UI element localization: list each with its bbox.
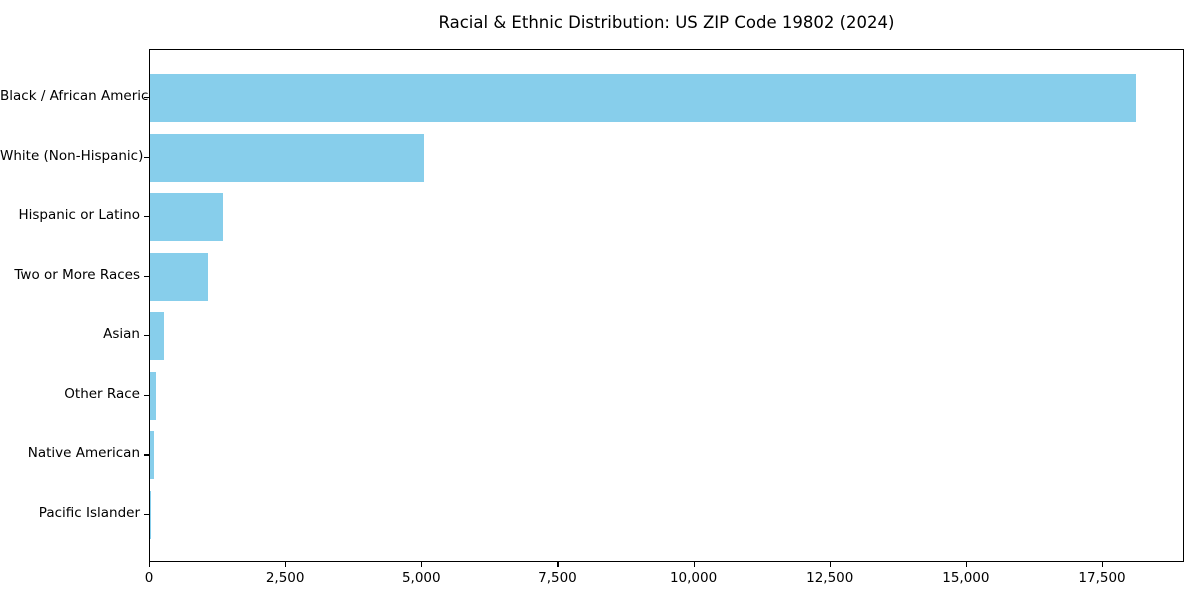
x-tick-mark [421,562,423,567]
x-tick-mark [693,562,695,567]
y-tick-label-black-african-american: Black / African American [0,88,166,104]
y-tick-mark [144,275,149,277]
x-tick-mark [285,562,287,567]
y-tick-label-white-non-hispanic: White (Non-Hispanic) [0,147,144,164]
bar-two-or-more-races [150,252,208,301]
y-tick-mark [144,216,149,218]
x-tick-label-17500: 17,500 [1078,570,1126,586]
bar-native-american [150,431,154,480]
bar-white-non-hispanic [150,133,425,182]
x-tick-label-5000: 5,000 [401,570,441,586]
bar-hispanic-or-latino [150,193,223,242]
y-tick-label-hispanic-or-latino: Hispanic or Latino [18,207,140,224]
x-tick-label-7500: 7,500 [538,570,577,586]
bar-black-african-american [150,74,1136,122]
bar-pacific-islander [150,491,151,539]
y-tick-mark [144,514,149,516]
x-tick-label-12500: 12,500 [806,570,854,586]
bar-asian [150,312,165,361]
x-tick-label-10000: 10,000 [669,570,718,586]
x-tick-label-15000: 15,000 [942,570,990,586]
x-tick-mark [1102,562,1104,567]
plot-area [149,49,1184,562]
y-tick-label-pacific-islander: Pacific Islander [38,505,140,521]
y-tick-mark [144,454,149,456]
y-tick-label-other-race: Other Race [64,385,140,402]
x-tick-label-2500: 2,500 [265,570,305,586]
x-tick-mark [557,562,559,567]
y-axis-labels: Black / African American White (Non-Hispa… [0,49,166,562]
bar-other-race [150,371,156,420]
y-tick-mark [144,97,149,99]
x-tick-mark [965,562,968,567]
y-tick-mark [144,335,149,337]
x-tick-mark [149,562,151,567]
y-tick-label-native-american: Native American [27,445,140,462]
y-tick-mark [144,156,149,158]
y-tick-label-asian: Asian [103,326,140,343]
x-tick-label-0: 0 [144,570,154,586]
x-tick-mark [829,562,831,567]
y-tick-mark [144,394,149,397]
y-tick-label-two-or-more-races: Two or More Races [14,266,140,283]
chart-title: Racial & Ethnic Distribution: US ZIP Cod… [438,13,895,32]
